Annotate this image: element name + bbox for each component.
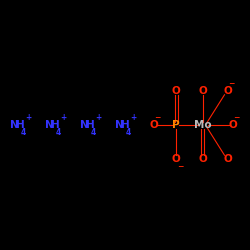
Text: H: H xyxy=(122,120,130,130)
Text: P: P xyxy=(172,120,180,130)
Text: O: O xyxy=(150,120,158,130)
Text: O: O xyxy=(198,86,207,96)
Text: 4: 4 xyxy=(91,128,96,137)
Text: O: O xyxy=(223,86,232,96)
Text: O: O xyxy=(172,154,180,164)
Text: O: O xyxy=(228,120,237,130)
Text: N: N xyxy=(115,120,124,130)
Text: H: H xyxy=(52,120,60,130)
Text: H: H xyxy=(16,120,25,130)
Text: −: − xyxy=(177,162,184,171)
Text: −: − xyxy=(228,79,235,88)
Text: O: O xyxy=(198,154,207,164)
Text: Mo: Mo xyxy=(194,120,211,130)
Text: N: N xyxy=(80,120,88,130)
Text: H: H xyxy=(86,120,95,130)
Text: −: − xyxy=(233,113,240,122)
Text: 4: 4 xyxy=(21,128,26,137)
Text: O: O xyxy=(223,154,232,164)
Text: +: + xyxy=(130,113,136,122)
Text: O: O xyxy=(172,86,180,96)
Text: 4: 4 xyxy=(56,128,62,137)
Text: +: + xyxy=(95,113,101,122)
Text: +: + xyxy=(25,113,31,122)
Text: N: N xyxy=(45,120,54,130)
Text: −: − xyxy=(154,113,161,122)
Text: 4: 4 xyxy=(126,128,132,137)
Text: +: + xyxy=(60,113,66,122)
Text: N: N xyxy=(10,120,18,130)
